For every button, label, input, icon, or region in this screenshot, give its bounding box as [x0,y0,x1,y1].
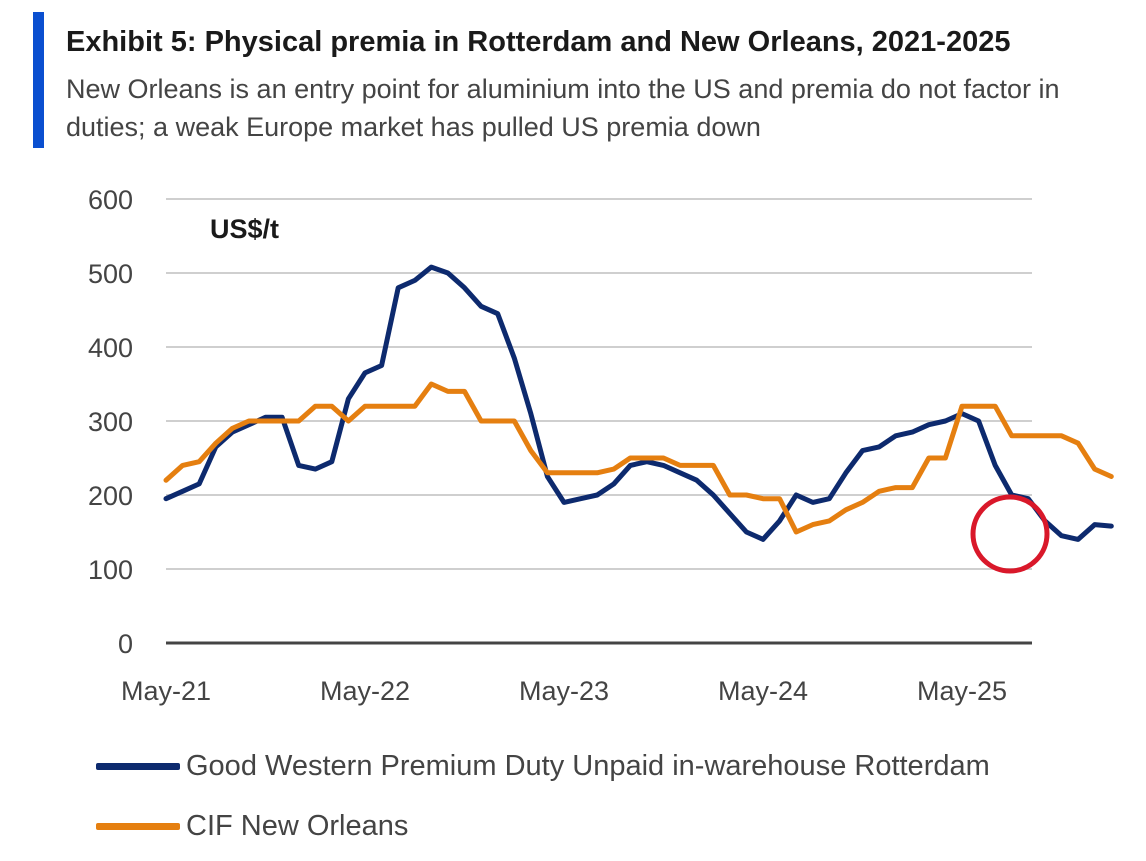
y-axis-ticks: 0 100 200 300 400 500 600 [88,185,133,659]
x-axis-ticks: May-21 May-22 May-23 May-24 May-25 [121,676,1007,706]
series-layer [163,264,1114,542]
x-tick-label: May-22 [320,676,410,706]
series-line-new-orleans [163,381,1114,535]
y-tick-label: 0 [118,629,133,659]
legend-item-new-orleans: CIF New Orleans [96,810,408,843]
y-unit-label: US$/t [210,214,279,244]
grid-lines [166,198,1032,645]
legend-swatch-rotterdam [96,763,180,770]
legend-swatch-new-orleans [96,823,180,830]
x-tick-label: May-23 [519,676,609,706]
x-tick-label: May-24 [718,676,808,706]
accent-bar [33,12,44,148]
series-line-rotterdam [163,264,1114,542]
legend-item-rotterdam: Good Western Premium Duty Unpaid in-ware… [96,750,990,783]
y-tick-label: 400 [88,333,133,363]
x-tick-label: May-25 [917,676,1007,706]
y-tick-label: 500 [88,259,133,289]
y-tick-label: 300 [88,407,133,437]
chart-subtitle: New Orleans is an entry point for alumin… [66,74,1060,142]
y-tick-label: 200 [88,481,133,511]
chart-title: Exhibit 5: Physical premia in Rotterdam … [66,26,1011,58]
x-tick-label: May-21 [121,676,211,706]
y-tick-label: 100 [88,555,133,585]
y-tick-label: 600 [88,185,133,215]
legend-label-rotterdam: Good Western Premium Duty Unpaid in-ware… [186,750,990,782]
legend-label-new-orleans: CIF New Orleans [186,810,409,842]
highlight-circle [970,494,1050,574]
